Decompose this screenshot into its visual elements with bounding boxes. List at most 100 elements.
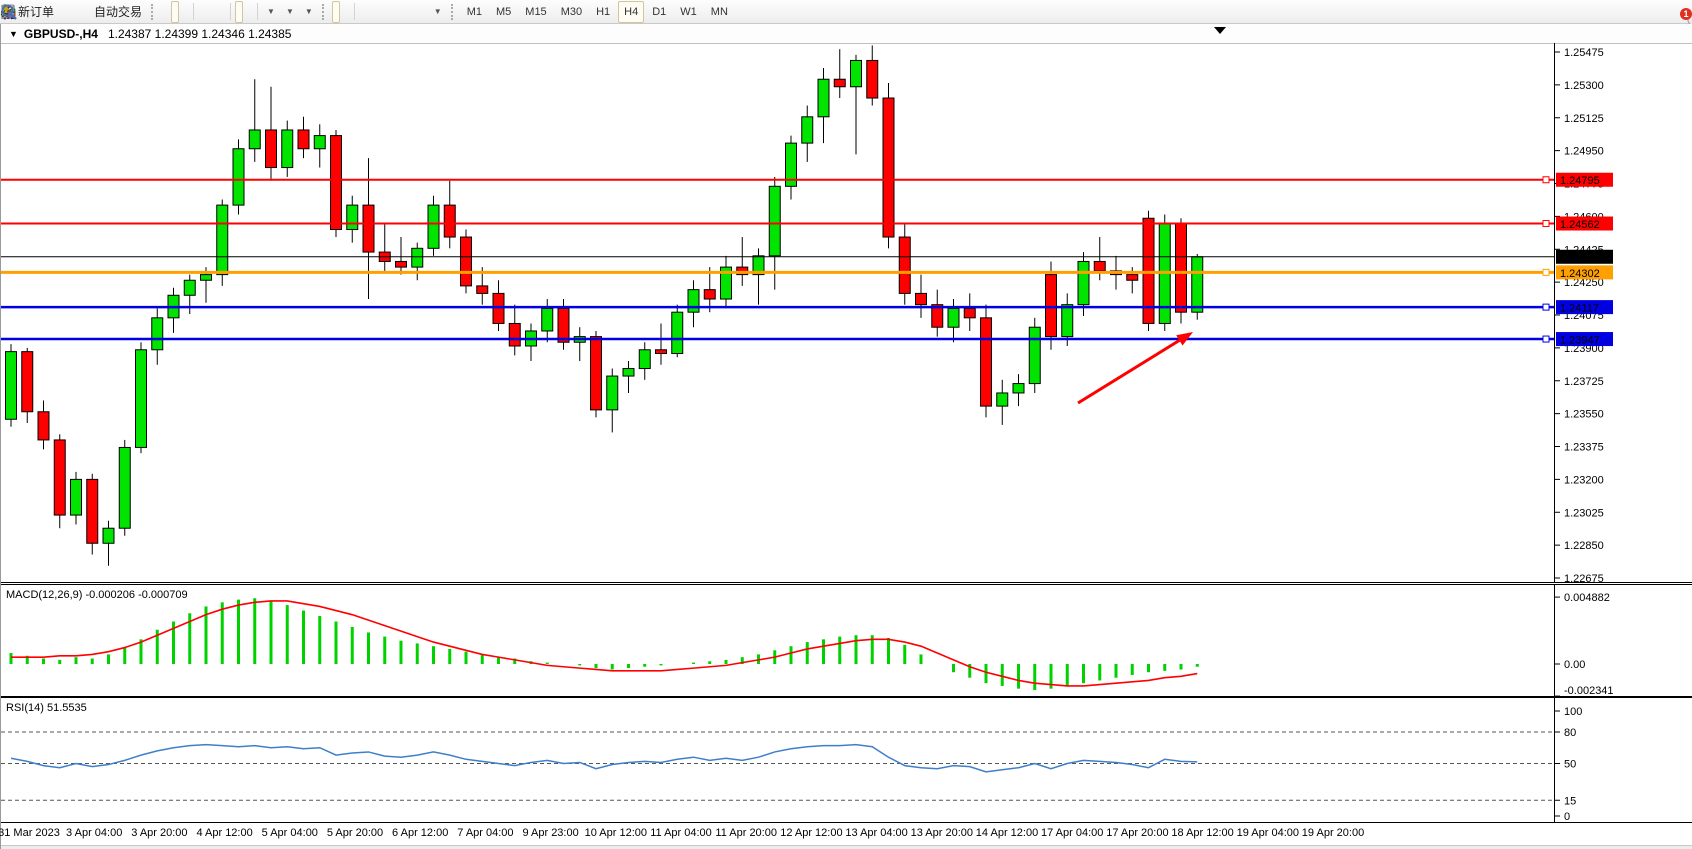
rsi-indicator-panel[interactable]: 100 80 50 15 0 RSI(14) 51.5535 — [1, 697, 1692, 823]
time-axis-label: 19 Apr 20:00 — [1301, 827, 1365, 839]
candle-bearish — [443, 204, 456, 238]
candle-bearish — [833, 78, 846, 88]
time-axis-label: 6 Apr 12:00 — [392, 827, 449, 839]
line-chart-button[interactable] — [1, 1, 189, 23]
indicators-dropdown-caret[interactable]: ▼ — [267, 7, 275, 16]
candle-bullish — [118, 446, 131, 529]
price-label-text: 1.24117 — [1560, 303, 1599, 315]
time-axis-label: 5 Apr 20:00 — [326, 827, 384, 839]
templates-dropdown-caret[interactable]: ▼ — [304, 7, 313, 16]
new-order-button[interactable]: 新订单 — [1, 1, 58, 23]
periods-button[interactable]: ▼ — [1, 1, 298, 23]
terminal-button[interactable] — [1, 1, 78, 23]
timeframe-MN[interactable]: MN — [710, 5, 728, 18]
timeframe-D1[interactable]: D1 — [652, 5, 667, 18]
macd-signal-line — [11, 600, 1198, 687]
equidistant-channel-button[interactable]: E — [0, 1, 397, 23]
search-icon[interactable] — [0, 3, 18, 21]
macd-tick-label: 0.00 — [1564, 659, 1585, 671]
market-watch-button[interactable] — [1, 1, 68, 23]
timeframe-M30[interactable]: M30 — [560, 5, 583, 18]
price-tick-label: 1.23025 — [1564, 507, 1604, 519]
timeframe-M5[interactable]: M5 — [496, 5, 512, 18]
time-axis-label: 3 Apr 20:00 — [131, 827, 188, 839]
hline-handle[interactable] — [1542, 268, 1550, 276]
vertical-line-button[interactable] — [7, 1, 367, 23]
text-button[interactable]: A — [4, 1, 417, 23]
crosshair-button[interactable] — [1, 1, 350, 23]
candle-bullish — [768, 185, 781, 257]
autotrading-button[interactable]: 自动交易 — [1, 1, 146, 23]
fibonacci-button[interactable]: F — [2, 1, 407, 23]
timeframe-H4[interactable]: H4 — [618, 0, 645, 23]
candle-bullish — [5, 351, 17, 420]
price-tick-label: 1.25300 — [1564, 80, 1604, 92]
candle-bullish — [752, 255, 765, 276]
toolbar-grip[interactable] — [450, 3, 456, 20]
candle-bearish — [963, 307, 976, 319]
rsi-tick-label: 15 — [1564, 795, 1576, 807]
chart-shift-button[interactable] — [2, 1, 253, 23]
toolbar-grip[interactable] — [151, 3, 156, 20]
price-label-text: 1.24562 — [1560, 219, 1600, 231]
price-label-box — [1556, 265, 1613, 280]
auto-scroll-button[interactable] — [2, 0, 244, 23]
candle-bearish — [53, 439, 66, 516]
templates-button[interactable]: ▼ — [1, 1, 317, 23]
candle-bullish — [1061, 304, 1074, 338]
hline-handle[interactable] — [1542, 176, 1550, 184]
candle-bearish — [476, 285, 489, 294]
hline-handle[interactable] — [1542, 335, 1550, 343]
candlestick-chart-button[interactable] — [2, 0, 180, 23]
candle-bearish — [1093, 260, 1106, 272]
chart-dropdown-icon[interactable]: ▼ — [9, 28, 18, 39]
indicators-button[interactable]: ▼ — [1, 1, 279, 23]
trendline-button[interactable] — [1, 1, 387, 23]
candle-bullish — [216, 204, 229, 276]
candle-bullish — [638, 349, 651, 370]
candle-bullish — [427, 204, 440, 249]
candle-bearish — [492, 292, 505, 324]
annotation-arrow-head[interactable] — [1176, 332, 1193, 346]
arrows-button[interactable]: ▼ — [2, 1, 446, 23]
chart-shift-marker[interactable] — [1214, 27, 1226, 34]
price-label-box — [1556, 332, 1613, 347]
timeframe-M15[interactable]: M15 — [525, 5, 547, 18]
price-tick-label: 1.24950 — [1564, 146, 1604, 158]
chart-window: ▼ GBPUSD-,H4 1.24387 1.24399 1.24346 1.2… — [0, 24, 1692, 849]
arrows-dropdown-caret[interactable]: ▼ — [433, 7, 442, 16]
macd-tick-label: -0.002341 — [1564, 685, 1614, 697]
candle-bullish — [996, 392, 1009, 407]
rsi-line — [10, 743, 1198, 773]
macd-indicator-panel[interactable]: 0.004882 0.00 -0.002341 MACD(12,26,9) -0.00… — [1, 584, 1692, 697]
zoom-out-button[interactable] — [1, 1, 216, 23]
signals-button[interactable] — [3, 1, 88, 23]
rsi-tick-label: 0 — [1564, 811, 1570, 823]
horizontal-line-button[interactable] — [2, 1, 377, 23]
timeframe-W1[interactable]: W1 — [680, 5, 697, 18]
bar-chart-button[interactable] — [2, 1, 169, 23]
candle-bullish — [102, 527, 115, 544]
tile-windows-button[interactable] — [1, 1, 226, 23]
price-label-box — [1556, 172, 1613, 187]
text-label-button[interactable]: T — [2, 1, 427, 23]
hline-handle[interactable] — [1542, 303, 1550, 311]
time-axis[interactable]: 31 Mar 2023 3 Apr 04:00 3 Apr 20:00 4 Apr 1… — [0, 823, 1692, 845]
candle-bearish — [931, 304, 944, 328]
timeframe-M1[interactable]: M1 — [466, 5, 482, 18]
cursor-button[interactable] — [4, 0, 340, 23]
time-axis-label: 17 Apr 04:00 — [1040, 827, 1104, 839]
candle-bullish — [622, 368, 635, 377]
candle-bullish — [850, 59, 862, 88]
periods-dropdown-caret[interactable]: ▼ — [285, 7, 294, 16]
timeframe-H1[interactable]: H1 — [596, 5, 611, 18]
hline-handle[interactable] — [1542, 220, 1550, 228]
time-axis-label: 18 Apr 12:00 — [1171, 827, 1234, 839]
rsi-tick-label: 80 — [1564, 727, 1576, 739]
annotation-arrow[interactable] — [1077, 339, 1181, 405]
zoom-in-button[interactable] — [1, 1, 206, 23]
toolbar-grip[interactable] — [321, 3, 327, 20]
candle-bullish — [1012, 383, 1025, 394]
time-axis-label: 4 Apr 12:00 — [196, 827, 253, 839]
main-price-chart[interactable]: 1.254751.253001.251251.249501.247751.246… — [1, 43, 1692, 583]
